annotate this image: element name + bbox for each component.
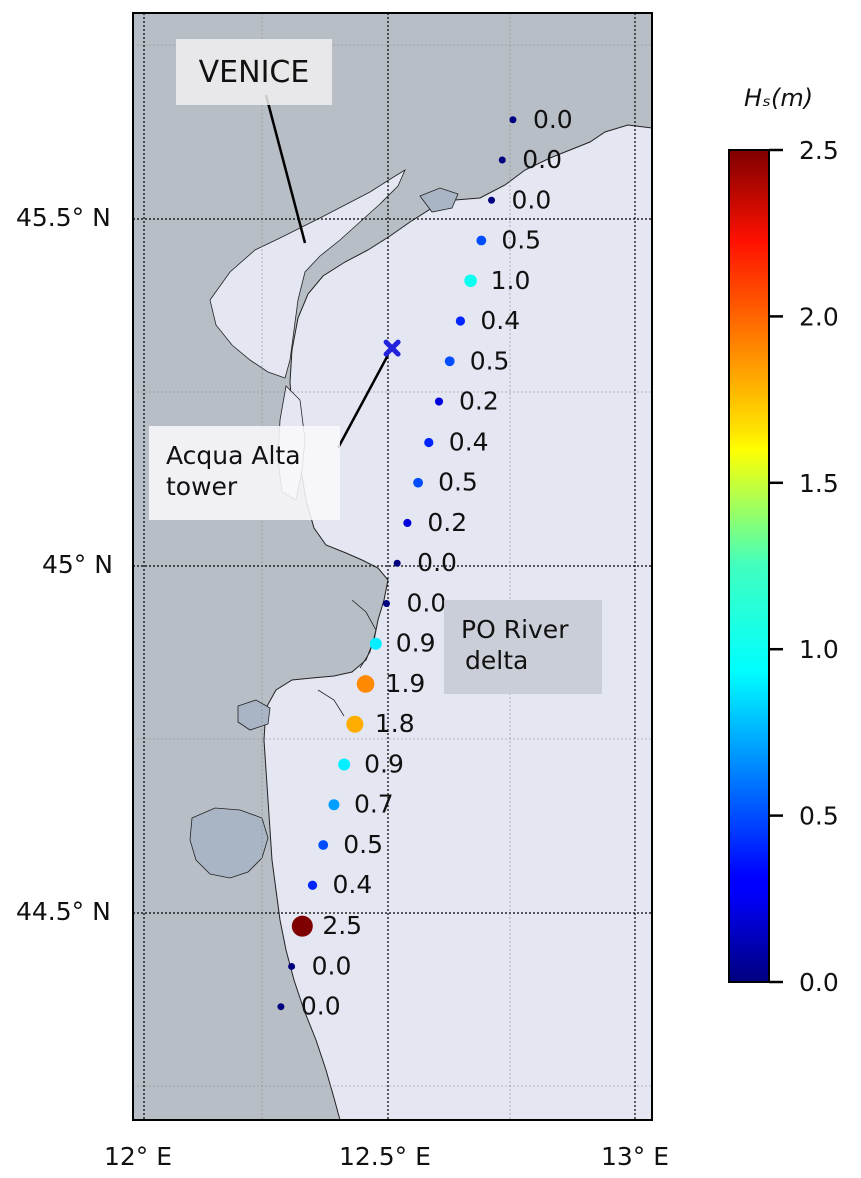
- hs-point-label-0: 0.0: [533, 105, 573, 134]
- colorbar-tick-label-3: 1.0: [799, 635, 839, 664]
- hs-point-7: [434, 397, 444, 406]
- hs-point-0: [509, 116, 517, 124]
- hs-point-label-7: 0.2: [459, 387, 499, 416]
- colorbar-tick-label-0: 2.5: [799, 136, 839, 165]
- delta-label-line1: PO River: [461, 615, 569, 644]
- hs-point-label-11: 0.0: [417, 548, 457, 577]
- hs-point-label-12: 0.0: [406, 588, 446, 617]
- lon-label-12: 12° E: [104, 1142, 173, 1171]
- colorbar-ticks: 2.5 2.0 1.5 1.0 0.5 0.0: [769, 136, 839, 997]
- hs-point-label-17: 0.7: [354, 790, 394, 819]
- hs-point-label-6: 0.5: [470, 346, 510, 375]
- tower-leader-line: [336, 354, 390, 449]
- colorbar-tick-label-2: 1.5: [799, 469, 839, 498]
- venice-annotation: VENICE: [176, 39, 332, 105]
- hs-point-5: [455, 316, 466, 326]
- colorbar-tick-label-1: 2.0: [799, 302, 839, 331]
- colorbar-tick-label-5: 0.0: [799, 968, 839, 997]
- colorbar-tick-label-4: 0.5: [799, 802, 839, 831]
- tower-x-icon: [383, 339, 401, 357]
- lon-label-13: 13° E: [601, 1142, 670, 1171]
- hs-point-8: [424, 437, 434, 448]
- venice-leader-line: [264, 94, 307, 244]
- hs-point-label-4: 1.0: [491, 266, 531, 295]
- tower-label-line2: tower: [166, 472, 238, 501]
- hs-point-label-21: 0.0: [312, 951, 352, 980]
- hs-point-15: [346, 715, 364, 733]
- lon-label-12-5: 12.5° E: [339, 1142, 431, 1171]
- venice-label: VENICE: [198, 54, 310, 90]
- hs-point-3: [476, 235, 487, 246]
- hs-point-label-22: 0.0: [301, 992, 341, 1021]
- hs-point-label-5: 0.4: [480, 306, 520, 335]
- po-delta-annotation: PO River delta: [444, 600, 602, 694]
- hs-point-9: [413, 477, 423, 488]
- hs-point-label-9: 0.5: [438, 468, 478, 497]
- hs-point-label-3: 0.5: [501, 226, 541, 255]
- tower-annotation: Acqua Alta tower: [149, 426, 340, 520]
- hs-point-20: [291, 915, 313, 937]
- minor-graticule: [133, 13, 652, 1120]
- lat-label-45-5: 45.5° N: [16, 203, 111, 232]
- colorbar: [728, 149, 770, 983]
- hs-point-22: [277, 1003, 285, 1011]
- hs-point-4: [464, 274, 477, 288]
- hs-point-13: [369, 637, 382, 650]
- acqua-alta-tower-marker: [383, 339, 401, 357]
- hs-point-14: [356, 675, 375, 693]
- hs-point-11: [393, 559, 401, 567]
- hs-point-label-1: 0.0: [522, 145, 562, 174]
- hs-point-1: [498, 156, 506, 164]
- hs-point-label-2: 0.0: [512, 185, 552, 214]
- hs-point-21: [288, 962, 296, 970]
- hs-point-18: [318, 840, 329, 850]
- hs-point-2: [488, 196, 496, 204]
- lat-label-44-5: 44.5° N: [16, 897, 111, 926]
- delta-coast-detail: [317, 599, 377, 717]
- map-area: 0.0 0.0 0.0 0.5 1.0 0.4 0.5 0.2 0.4 0.5 0.2 0.0 0.0 0…: [133, 13, 652, 1120]
- lat-label-45: 45° N: [42, 550, 113, 579]
- hs-point-label-19: 0.4: [333, 870, 373, 899]
- graticule: [133, 13, 652, 1120]
- hs-point-label-16: 0.9: [364, 749, 404, 778]
- hs-point-label-20: 2.5: [322, 911, 362, 940]
- hs-point-label-18: 0.5: [343, 830, 383, 859]
- hs-point-12: [382, 599, 390, 607]
- hs-point-19: [307, 880, 318, 890]
- hs-point-10: [403, 518, 412, 528]
- hs-point-6: [444, 356, 455, 367]
- hs-point-16: [338, 758, 351, 771]
- hs-points: 0.0 0.0 0.0 0.5 1.0 0.4 0.5 0.2 0.4 0.5 0.2 0.0 0.0 0…: [277, 105, 573, 1021]
- colorbar-title: Hₛ(m): [744, 84, 814, 112]
- comacchio-lagoon: [189, 807, 269, 879]
- caorle-lagoon: [419, 187, 459, 213]
- hs-point-label-8: 0.4: [449, 427, 489, 456]
- hs-point-label-10: 0.2: [427, 508, 467, 537]
- tower-label-line1: Acqua Alta: [166, 441, 301, 470]
- hs-point-17: [328, 799, 340, 811]
- hs-point-label-14: 1.9: [386, 669, 426, 698]
- delta-label-line2: delta: [465, 646, 529, 675]
- hs-point-label-13: 0.9: [396, 629, 436, 658]
- hs-point-label-15: 1.8: [375, 709, 415, 738]
- map-frame: [132, 12, 653, 1121]
